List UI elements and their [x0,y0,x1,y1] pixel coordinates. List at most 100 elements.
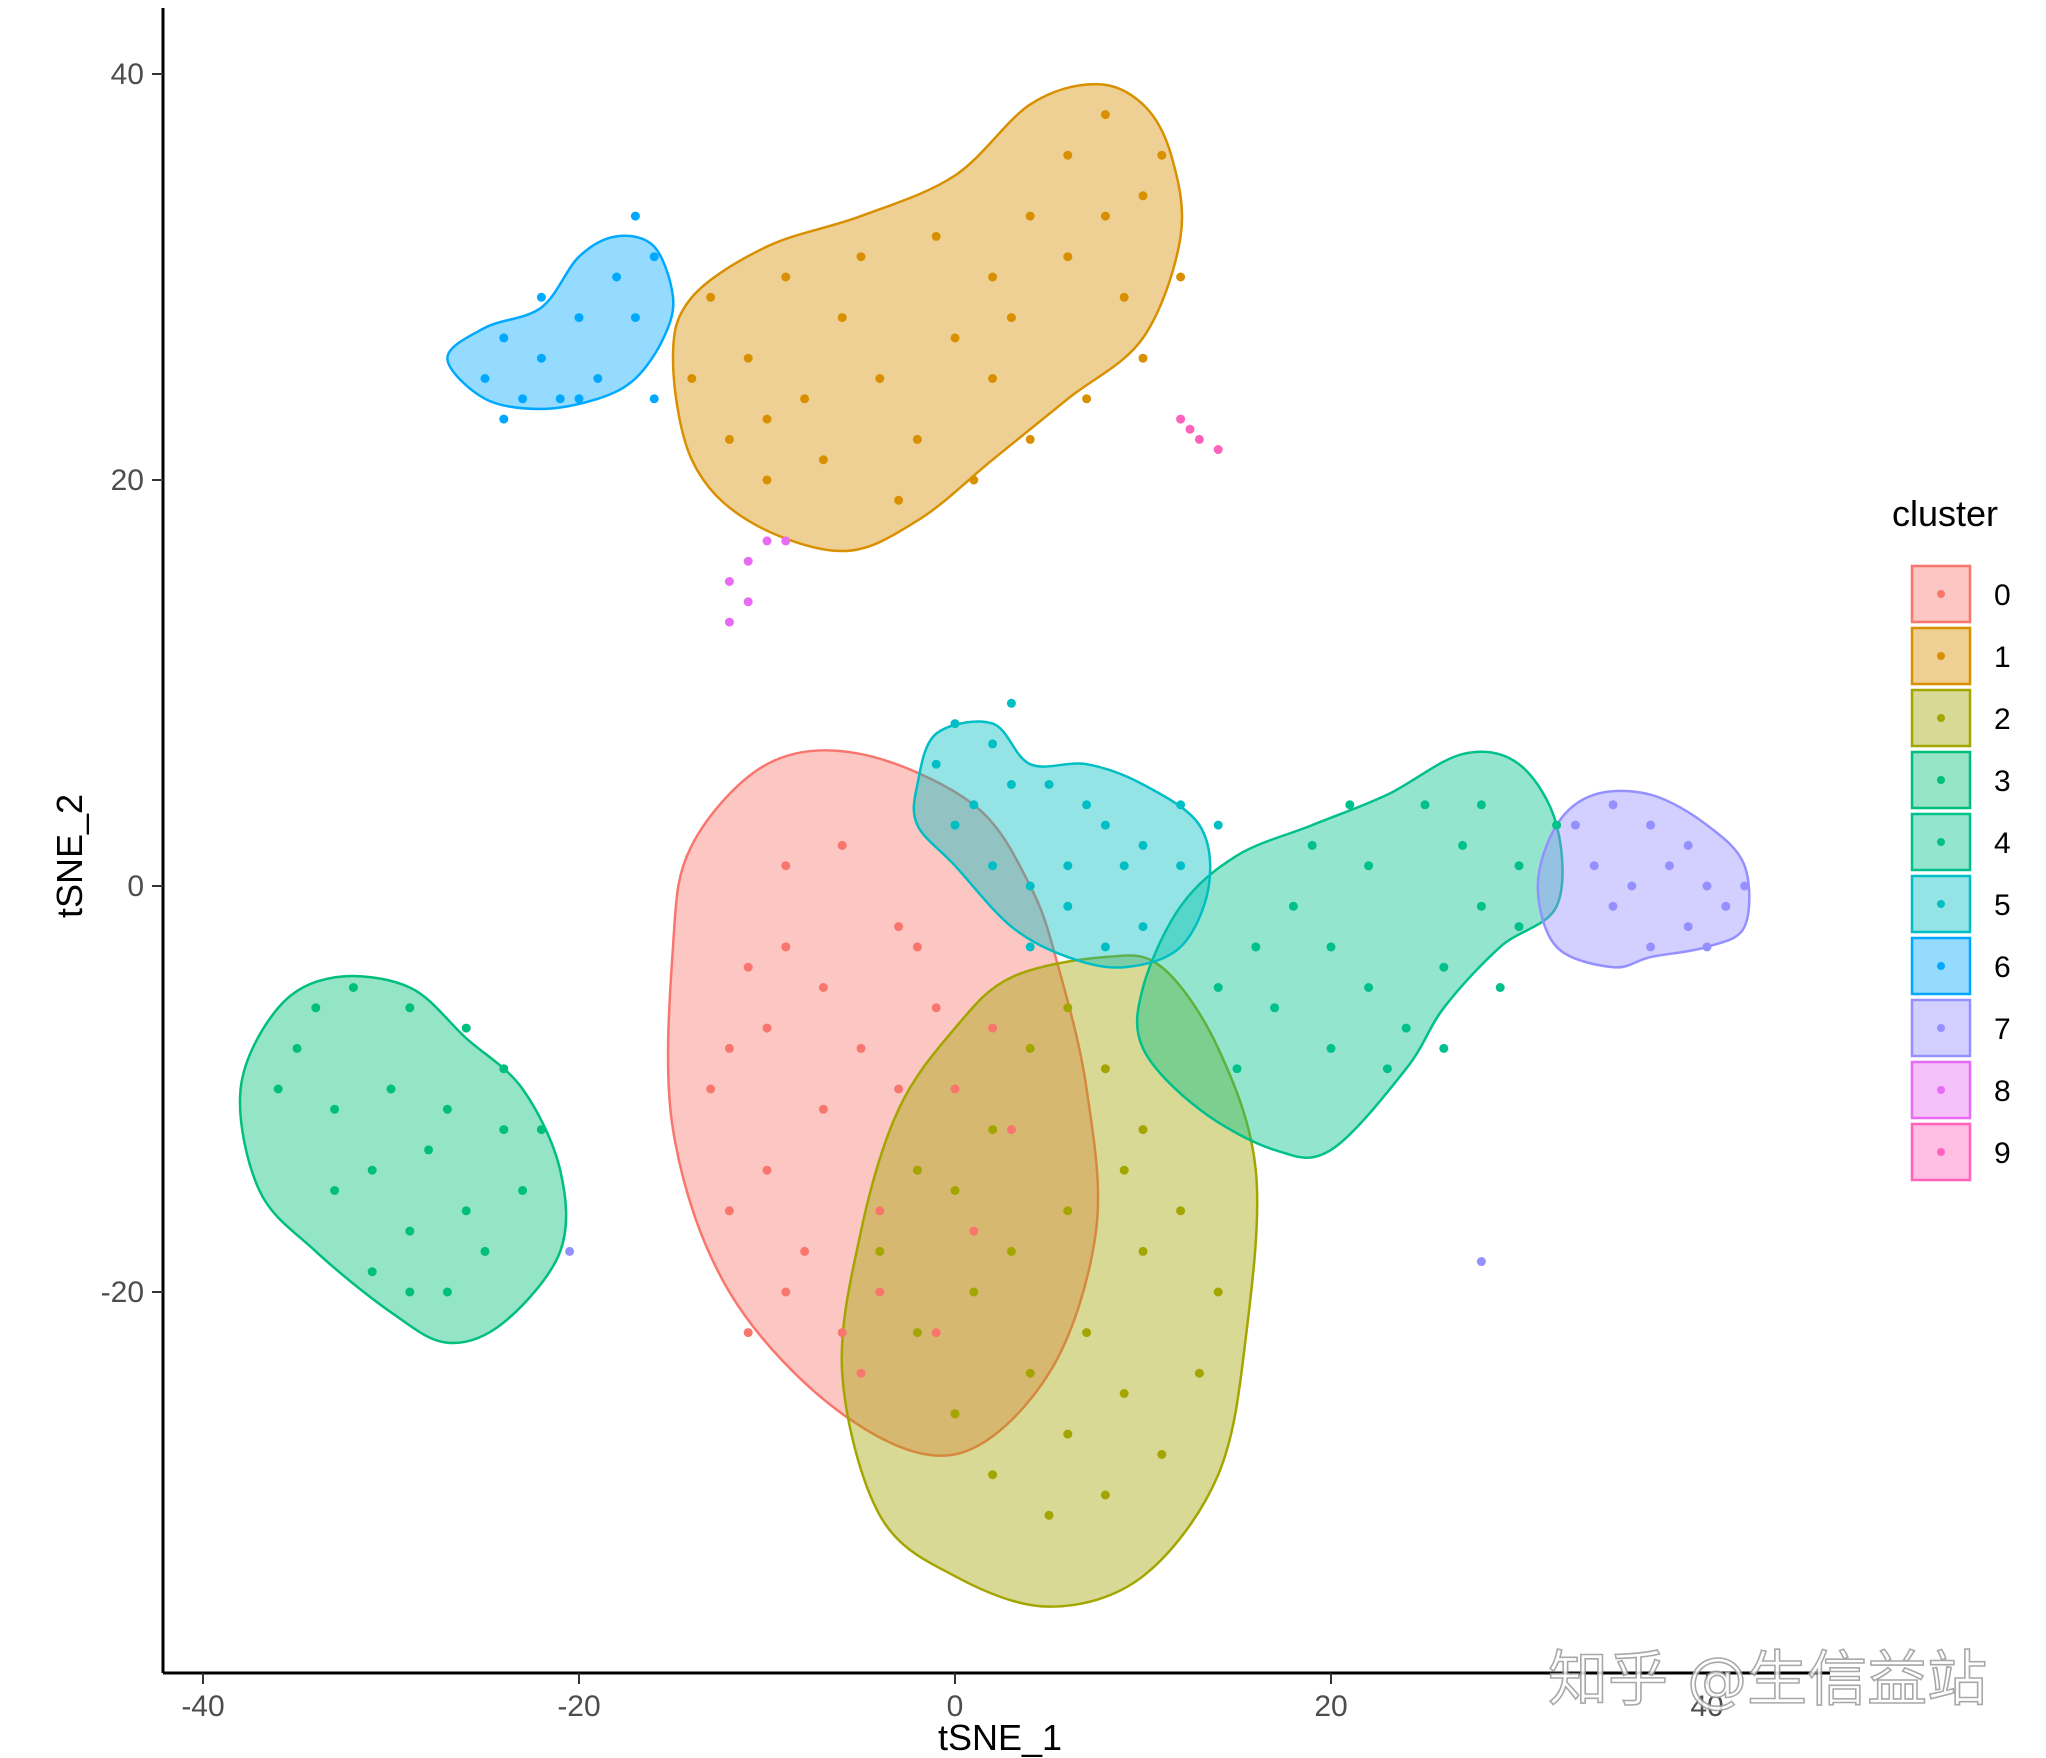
cluster-point-2 [1100,1490,1110,1500]
cluster-point-5 [1025,942,1035,952]
cluster-point-3 [348,983,358,992]
cluster-point-3 [292,1043,302,1053]
x-tick-label: 40 [1690,1690,1723,1723]
cluster-point-0 [724,1043,734,1053]
cluster-point-1 [837,313,847,323]
cluster-point-1 [1063,150,1073,160]
cluster-point-1 [1138,191,1148,201]
cluster-point-6 [555,394,565,404]
cluster-point-1 [762,414,772,424]
cluster-point-1 [969,475,979,485]
cluster-point-2 [1119,1389,1129,1398]
cluster-point-6 [536,292,546,302]
cluster-point-1 [706,292,716,302]
cluster-point-7 [565,1246,575,1256]
cluster-hull-4 [1135,750,1564,1159]
cluster-point-7 [1570,820,1580,830]
cluster-point-5 [1138,922,1148,932]
legend-label-6: 6 [1994,951,2011,984]
legend-key-0 [1910,564,1972,624]
cluster-point-8 [724,577,734,586]
y-tick-label: 0 [127,870,144,903]
cluster-point-6 [649,252,659,262]
cluster-point-5 [1025,881,1035,891]
cluster-point-4 [1514,861,1524,871]
cluster-point-5 [1006,698,1016,708]
legend-key-dot [1937,838,1945,846]
cluster-point-1 [912,434,922,444]
cluster-point-3 [405,1003,415,1013]
cluster-point-7 [1589,861,1599,871]
cluster-point-5 [950,820,960,830]
cluster-point-0 [894,1084,904,1094]
cluster-point-5 [969,800,979,810]
legend-label-8: 8 [1994,1075,2011,1108]
cluster-point-3 [405,1226,415,1236]
cluster-point-7 [1664,861,1674,871]
cluster-point-9 [1176,414,1186,424]
x-tick-label: 20 [1314,1690,1347,1723]
cluster-point-1 [894,495,904,505]
x-axis-ticks: -40 -20 0 20 40 [181,1673,1724,1723]
cluster-point-2 [950,1186,960,1195]
cluster-point-2 [1100,1064,1110,1074]
cluster-point-6 [630,313,640,323]
cluster-point-4 [1307,840,1317,850]
y-tick-label: -20 [101,1276,144,1309]
legend-key-6 [1910,936,1972,996]
cluster-point-1 [800,394,810,404]
cluster-point-1 [724,434,734,444]
cluster-point-1 [1006,313,1016,323]
cluster-point-1 [1082,394,1092,404]
y-tick-label: 40 [111,58,144,91]
cluster-point-0 [894,922,904,932]
cluster-point-5 [950,719,960,729]
legend-key-3 [1910,750,1972,810]
cluster-point-1 [856,252,866,262]
cluster-hull-7 [1536,789,1751,969]
legend-label-3: 3 [1994,765,2011,798]
cluster-point-0 [931,1003,941,1013]
x-axis-title: tSNE_1 [938,1717,1062,1758]
cluster-hull-6 [446,234,675,411]
cluster-point-0 [950,1084,960,1094]
cluster-point-1 [988,272,998,282]
cluster-point-5 [1100,820,1110,830]
cluster-point-4 [1326,1043,1336,1053]
cluster-point-7 [1683,922,1693,932]
cluster-point-2 [912,1165,922,1175]
cluster-point-3 [386,1084,396,1094]
cluster-point-3 [311,1003,321,1013]
cluster-point-0 [837,1328,847,1338]
cluster-point-4 [1514,922,1524,932]
legend-label-0: 0 [1994,579,2011,612]
cluster-point-1 [950,333,960,343]
cluster-point-2 [969,1287,979,1297]
cluster-point-5 [1138,840,1148,850]
cluster-point-1 [931,231,941,241]
cluster-hull-5 [912,720,1212,969]
cluster-point-2 [988,1125,998,1135]
cluster-point-1 [1119,292,1129,302]
cluster-point-2 [1063,1429,1073,1439]
cluster-point-0 [800,1246,810,1256]
cluster-point-2 [950,1409,960,1419]
legend-label-7: 7 [1994,1013,2011,1046]
cluster-point-4 [1232,1064,1242,1074]
cluster-point-0 [931,1328,941,1338]
cluster-point-3 [499,1125,509,1135]
cluster-point-0 [762,1165,772,1175]
cluster-point-0 [912,942,922,952]
cluster-point-1 [1025,211,1035,221]
cluster-point-4 [1213,983,1223,992]
cluster-point-2 [1063,1003,1073,1013]
cluster-point-3 [442,1287,452,1297]
cluster-point-7 [1702,942,1712,952]
cluster-point-1 [1157,150,1167,160]
cluster-point-3 [330,1104,340,1114]
legend-label-5: 5 [1994,889,2011,922]
legend-key-dot [1937,962,1945,970]
cluster-point-1 [687,374,697,383]
cluster-point-4 [1251,942,1261,952]
